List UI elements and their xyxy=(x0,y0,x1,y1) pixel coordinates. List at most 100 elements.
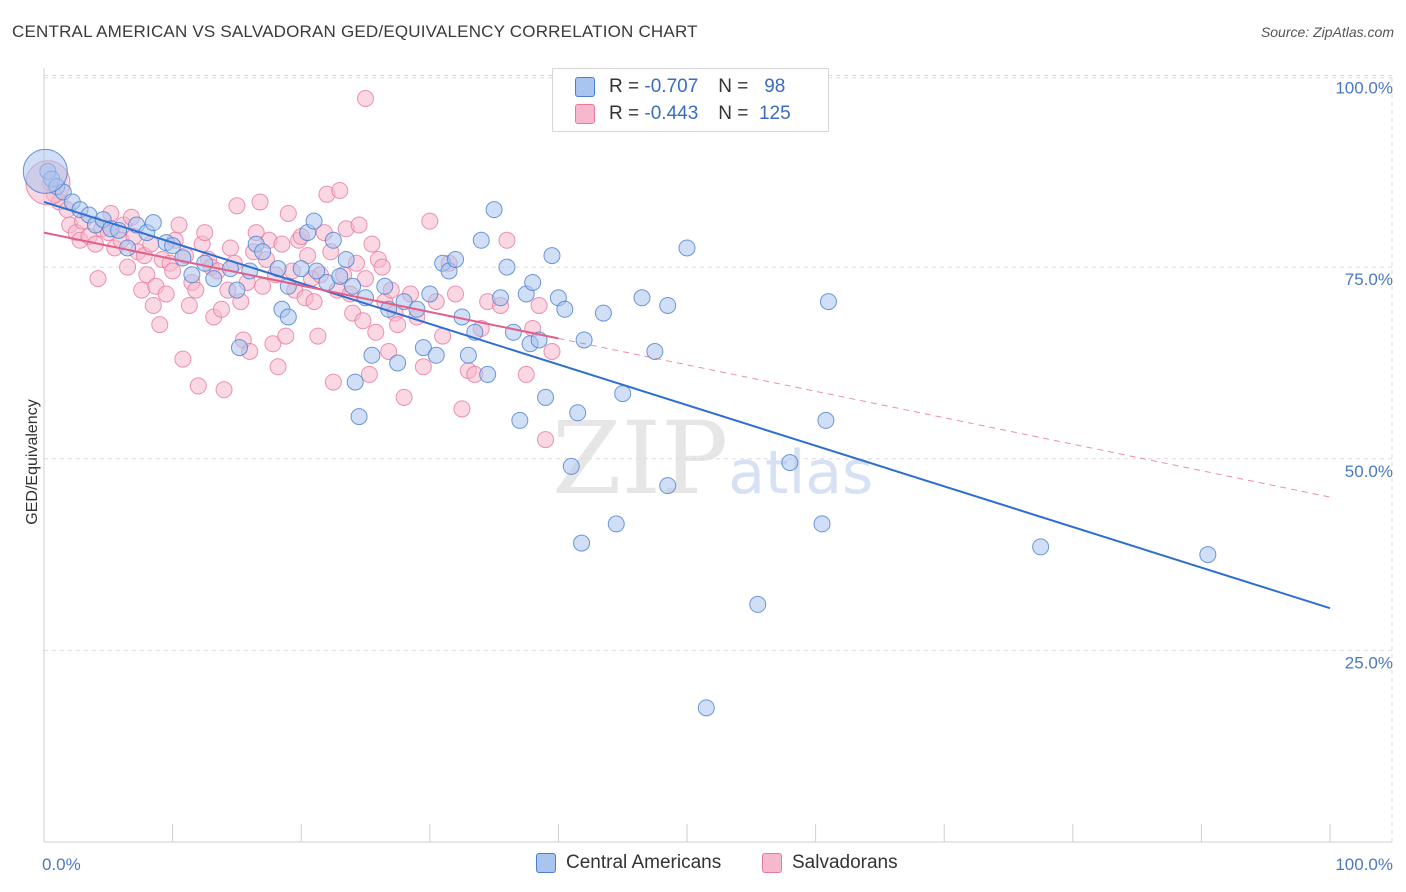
salvadoran-point xyxy=(367,323,385,341)
central-american-point xyxy=(174,249,192,267)
central-american-point xyxy=(607,515,625,533)
salvadoran-point xyxy=(215,381,233,399)
legend-swatch-pink xyxy=(575,104,595,124)
central-american-point xyxy=(492,289,510,307)
salvadoran-point xyxy=(350,216,368,234)
central-american-point xyxy=(196,254,214,272)
central-american-point xyxy=(144,214,162,232)
x-tick-label: 0.0% xyxy=(42,855,81,874)
central-american-point xyxy=(537,388,555,406)
central-american-point-large xyxy=(22,148,68,194)
central-american-point xyxy=(485,201,503,219)
central-american-point xyxy=(279,308,297,326)
grid-lines xyxy=(44,75,1393,842)
salvadoran-point xyxy=(254,277,272,295)
central-american-point xyxy=(524,273,542,291)
central-american-point xyxy=(389,354,407,372)
salvadoran-point xyxy=(305,293,323,311)
salvadoran-point xyxy=(277,327,295,345)
central-american-point xyxy=(614,385,632,403)
central-american-point xyxy=(817,411,835,429)
central-american-point xyxy=(819,293,837,311)
salvadoran-point xyxy=(264,335,282,353)
legend-item-central-americans[interactable]: Central Americans xyxy=(536,852,721,874)
legend-n-label: N = xyxy=(718,103,749,124)
salvadorans-trend-line-extension xyxy=(558,337,1331,498)
y-tick-labels: 25.0% 50.0% 75.0% 100.0% xyxy=(1335,79,1393,673)
central-american-point xyxy=(292,260,310,278)
central-american-point xyxy=(346,373,364,391)
salvadoran-point xyxy=(395,388,413,406)
central-american-point xyxy=(228,281,246,299)
central-american-point xyxy=(459,346,477,364)
salvadoran-point xyxy=(273,235,291,253)
central-american-point xyxy=(205,270,223,288)
y-tick-label: 100.0% xyxy=(1335,79,1393,98)
salvadoran-point xyxy=(189,377,207,395)
salvadoran-point xyxy=(357,270,374,288)
legend-row-salvadorans: R = -0.443 N = 125 xyxy=(575,101,791,127)
salvadoran-point xyxy=(89,270,107,288)
y-axis-label: GED/Equivalency xyxy=(24,399,41,524)
salvadoran-point xyxy=(221,239,239,257)
y-tick-label: 25.0% xyxy=(1345,653,1393,672)
trend-lines xyxy=(43,201,1331,610)
central-american-point xyxy=(498,258,516,276)
salvadoran-point xyxy=(517,365,535,383)
x-tick-label: 100.0% xyxy=(1335,855,1393,874)
salvadoran-point xyxy=(537,431,555,449)
salvadorans-trend-line xyxy=(43,231,559,340)
salvadoran-point xyxy=(421,212,439,230)
salvadoran-point xyxy=(212,300,230,318)
central-american-point xyxy=(308,262,326,280)
correlation-legend: R = -0.707 N = 98 R = -0.443 N = 125 xyxy=(552,68,829,132)
central-american-point xyxy=(511,411,529,429)
central-american-point xyxy=(447,250,465,268)
central-americans-points xyxy=(22,148,1217,717)
central-american-point xyxy=(504,323,522,341)
y-tick-label: 50.0% xyxy=(1345,462,1393,481)
salvadoran-point xyxy=(174,350,192,368)
salvadoran-point xyxy=(360,365,378,383)
central-american-point xyxy=(305,212,323,230)
legend-item-salvadorans[interactable]: Salvadorans xyxy=(762,852,898,874)
central-american-point xyxy=(414,339,432,357)
salvadoran-point xyxy=(119,258,137,276)
central-american-point xyxy=(678,239,696,257)
central-american-point xyxy=(230,339,248,357)
salvadoran-point xyxy=(331,181,349,199)
central-american-point xyxy=(594,304,612,322)
salvadoran-point xyxy=(164,262,182,280)
salvadoran-point xyxy=(269,358,287,376)
central-american-point xyxy=(575,331,593,349)
salvadoran-point xyxy=(414,358,432,376)
legend-swatch-blue xyxy=(536,853,556,873)
legend-r-value: -0.443 xyxy=(644,103,699,124)
central-american-point xyxy=(781,454,799,472)
salvadoran-point xyxy=(530,296,548,314)
salvadoran-point xyxy=(279,204,297,222)
central-american-point xyxy=(813,515,831,533)
salvadoran-point xyxy=(157,285,175,303)
salvadoran-point xyxy=(324,373,342,391)
legend-r-label: R = xyxy=(609,76,640,97)
central-american-point xyxy=(562,457,580,475)
legend-label: Central Americans xyxy=(566,852,722,873)
salvadoran-point xyxy=(453,400,471,418)
salvadoran-point xyxy=(447,285,465,303)
central-american-point xyxy=(183,266,201,284)
central-american-point xyxy=(344,277,362,295)
legend-n-value: 125 xyxy=(758,103,791,124)
salvadoran-point xyxy=(543,342,561,360)
legend-n-label: N = xyxy=(718,76,749,97)
legend-n-value: 98 xyxy=(764,76,786,97)
salvadoran-point xyxy=(187,281,205,299)
salvadoran-point xyxy=(133,281,151,299)
salvadoran-point xyxy=(151,316,169,334)
central-american-point xyxy=(556,300,574,318)
salvadoran-point xyxy=(373,258,391,276)
x-tick-labels: 0.0% 100.0% xyxy=(42,855,1393,874)
salvadoran-point xyxy=(144,296,162,314)
central-american-point xyxy=(573,534,591,552)
